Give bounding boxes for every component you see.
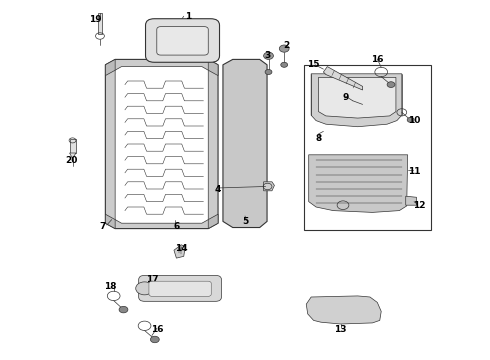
Polygon shape (174, 245, 185, 258)
Text: 6: 6 (173, 222, 179, 231)
Polygon shape (98, 13, 102, 34)
Polygon shape (406, 196, 416, 205)
Polygon shape (208, 59, 218, 76)
Text: 1: 1 (186, 12, 192, 21)
FancyBboxPatch shape (149, 281, 211, 296)
Text: 2: 2 (284, 40, 290, 49)
Polygon shape (309, 155, 408, 212)
Circle shape (119, 306, 128, 313)
Text: 20: 20 (65, 156, 77, 165)
Circle shape (264, 52, 273, 59)
Polygon shape (105, 59, 218, 229)
Text: 16: 16 (150, 325, 163, 334)
Polygon shape (264, 182, 274, 191)
Text: 8: 8 (316, 134, 321, 143)
Polygon shape (306, 296, 381, 324)
Polygon shape (318, 77, 396, 118)
FancyBboxPatch shape (139, 275, 221, 301)
Text: 3: 3 (264, 51, 270, 60)
Polygon shape (323, 67, 363, 90)
Text: 7: 7 (99, 222, 106, 231)
Circle shape (387, 82, 395, 87)
Polygon shape (105, 59, 115, 76)
Text: 11: 11 (408, 166, 420, 175)
Polygon shape (115, 67, 208, 223)
Polygon shape (223, 59, 267, 228)
Polygon shape (105, 214, 115, 229)
Polygon shape (70, 139, 76, 153)
Polygon shape (208, 214, 218, 229)
Text: 13: 13 (334, 325, 347, 334)
FancyBboxPatch shape (157, 27, 208, 55)
Circle shape (150, 336, 159, 343)
Text: 5: 5 (242, 217, 248, 226)
Text: 19: 19 (89, 15, 102, 24)
Circle shape (279, 45, 289, 52)
Circle shape (407, 117, 414, 122)
Text: 14: 14 (175, 244, 188, 253)
Text: 4: 4 (215, 184, 221, 194)
Polygon shape (70, 153, 76, 158)
Text: 9: 9 (342, 93, 349, 102)
Text: 16: 16 (371, 55, 384, 64)
Circle shape (136, 282, 153, 295)
Bar (304, 65, 431, 230)
Text: 10: 10 (408, 116, 420, 125)
Polygon shape (311, 74, 402, 127)
Text: 18: 18 (104, 282, 117, 291)
Text: 12: 12 (413, 201, 425, 210)
Circle shape (281, 62, 288, 67)
Circle shape (265, 69, 272, 75)
Text: 17: 17 (146, 274, 158, 284)
FancyBboxPatch shape (146, 19, 220, 62)
Text: 15: 15 (307, 60, 320, 69)
